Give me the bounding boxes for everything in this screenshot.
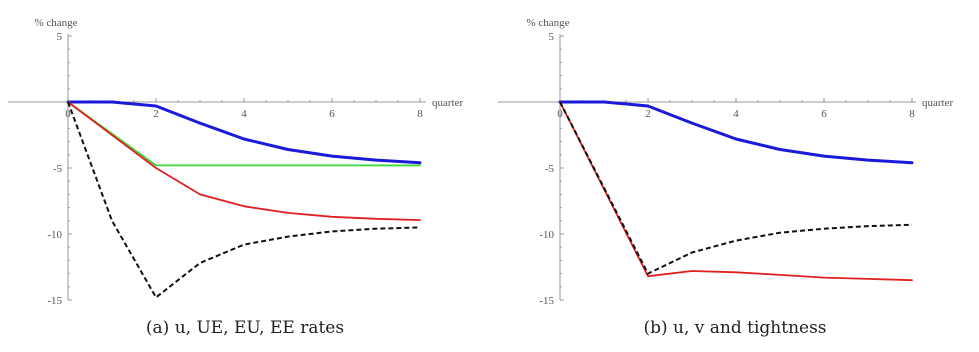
x-tick-label: 2 — [645, 108, 651, 120]
x-tick-label: 0 — [557, 108, 563, 120]
y-tick-label: -5 — [53, 163, 63, 175]
x-tick-label: 4 — [241, 108, 247, 120]
x-tick-label: 8 — [909, 108, 915, 120]
y-tick-label: 5 — [549, 31, 555, 43]
series-line-2 — [67, 101, 421, 167]
x-tick-label: 4 — [733, 108, 739, 120]
y-axis-title: % change — [526, 17, 569, 29]
chart-panel-b: 0 2 4 6 8 5 -5 -10 -15 % change quarter (b) u, v a… — [490, 0, 979, 352]
series-line-1 — [558, 100, 914, 165]
y-tick-label: 5 — [57, 31, 63, 43]
series-line-1 — [66, 100, 422, 165]
y-tick-label: -15 — [47, 295, 62, 307]
series-line-3 — [559, 101, 913, 275]
chart-b: 0 2 4 6 8 5 -5 -10 -15 % change quarter — [498, 17, 953, 307]
y-tick-label: -10 — [47, 229, 62, 241]
x-tick-label: 6 — [821, 108, 827, 120]
x-axis-title: quarter — [432, 97, 463, 109]
chart-a: 0 2 4 6 8 5 -5 -10 -15 % change quarter — [8, 17, 463, 307]
y-tick-label: -10 — [539, 229, 554, 241]
x-tick-label: 6 — [329, 108, 335, 120]
y-axis-title: % change — [34, 17, 77, 29]
x-tick-label: 0 — [65, 108, 71, 120]
y-tick-label: -5 — [545, 163, 555, 175]
series-line-2 — [559, 101, 913, 282]
x-tick-label: 2 — [153, 108, 159, 120]
x-tick-label: 8 — [417, 108, 423, 120]
caption-a: (a) u, UE, EU, EE rates — [145, 318, 345, 338]
chart-panel-a: 0 2 4 6 8 5 -5 -10 -15 % change quarter (a) u, UE,… — [8, 17, 463, 338]
series-line-4 — [67, 101, 421, 299]
series-line-3 — [67, 101, 421, 222]
x-axis-title: quarter — [922, 97, 953, 109]
caption-b: (b) u, v and tightness — [643, 318, 827, 338]
y-tick-label: -15 — [539, 295, 554, 307]
